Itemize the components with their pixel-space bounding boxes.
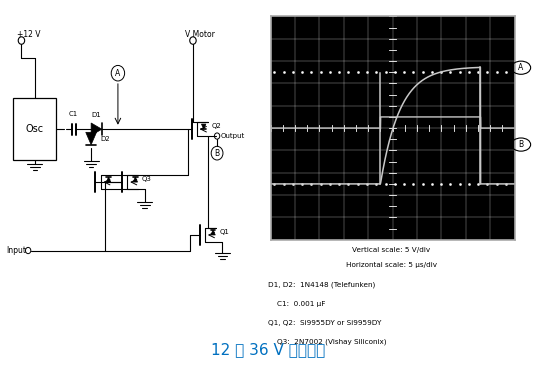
Polygon shape xyxy=(91,123,102,135)
Text: B: B xyxy=(518,140,524,149)
Text: Output: Output xyxy=(221,133,245,139)
Polygon shape xyxy=(202,124,206,129)
Text: A: A xyxy=(115,69,121,78)
Text: Q3:  2N7002 (Vishay Siliconix): Q3: 2N7002 (Vishay Siliconix) xyxy=(268,339,386,346)
Text: Q1, Q2:  Si9955DY or Si9959DY: Q1, Q2: Si9955DY or Si9959DY xyxy=(268,320,382,326)
Text: C1: C1 xyxy=(69,111,78,117)
Bar xyxy=(13,98,56,160)
Polygon shape xyxy=(211,230,215,235)
Text: V Motor: V Motor xyxy=(185,30,215,39)
Text: 12 至 36 V 电机驱动: 12 至 36 V 电机驱动 xyxy=(211,342,325,357)
Text: Vertical scale: 5 V/div: Vertical scale: 5 V/div xyxy=(352,247,430,253)
Text: Horizontal scale: 5 μs/div: Horizontal scale: 5 μs/div xyxy=(346,262,437,268)
Text: +12 V: +12 V xyxy=(17,30,41,39)
Text: D1: D1 xyxy=(92,112,101,118)
Text: Q2: Q2 xyxy=(212,123,221,129)
Polygon shape xyxy=(86,132,96,145)
Text: Input: Input xyxy=(6,246,27,255)
Text: D1, D2:  1N4148 (Telefunken): D1, D2: 1N4148 (Telefunken) xyxy=(268,282,375,288)
Text: D2: D2 xyxy=(101,135,110,142)
Polygon shape xyxy=(106,177,111,182)
Text: B: B xyxy=(214,149,220,158)
Text: C1:  0.001 μF: C1: 0.001 μF xyxy=(268,301,325,307)
Text: Osc: Osc xyxy=(26,124,44,134)
Polygon shape xyxy=(133,177,138,182)
Text: Q3: Q3 xyxy=(142,176,152,182)
Text: A: A xyxy=(518,63,524,72)
Text: Q1: Q1 xyxy=(220,229,229,235)
